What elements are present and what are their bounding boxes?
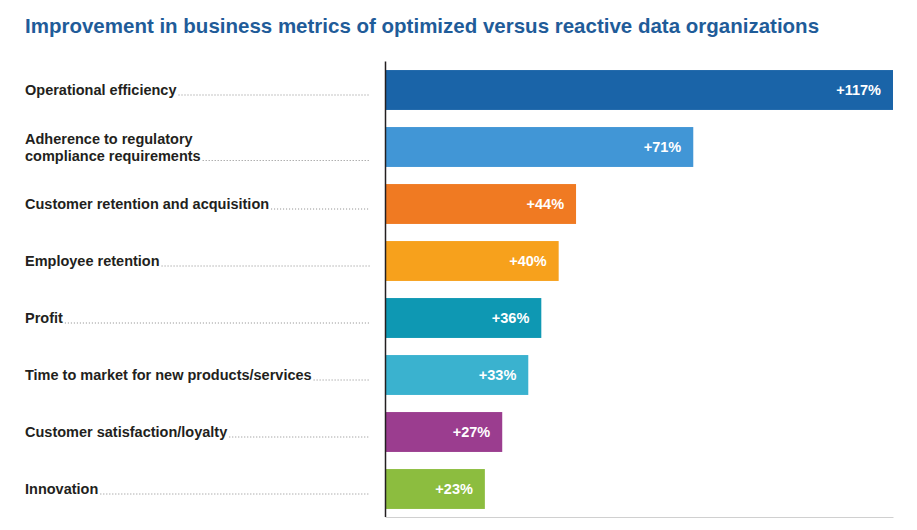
bar — [385, 469, 485, 509]
category-label-line: Time to market for new products/services — [25, 367, 312, 383]
leader-dots — [203, 160, 370, 161]
category-label: Operational efficiency — [25, 82, 177, 98]
category-label-line: Employee retention — [25, 253, 160, 269]
data-label: +44% — [527, 196, 565, 212]
leader-dots — [271, 209, 370, 210]
category-label: Employee retention — [25, 253, 160, 269]
bar — [385, 184, 576, 224]
bar — [385, 241, 559, 281]
bar — [385, 355, 528, 395]
title: Improvement in business metrics of optim… — [25, 14, 819, 37]
category-label-line: Adherence to regulatory — [25, 131, 193, 147]
data-label: +36% — [492, 310, 530, 326]
category-label-line: Customer satisfaction/loyalty — [25, 424, 227, 440]
category-label-line: Customer retention and acquisition — [25, 196, 269, 212]
category-label-line: Operational efficiency — [25, 82, 177, 98]
data-label: +33% — [479, 367, 517, 383]
leader-dots — [229, 437, 370, 438]
bar — [385, 412, 502, 452]
leader-dots — [100, 494, 370, 495]
chart: Improvement in business metrics of optim… — [0, 0, 917, 530]
bar — [385, 127, 693, 167]
category-label-line: Innovation — [25, 481, 98, 497]
baseline — [385, 62, 387, 518]
category-label: Adherence to regulatorycompliance requir… — [25, 131, 201, 164]
data-label: +27% — [453, 424, 491, 440]
leader-dots — [179, 95, 371, 96]
bar — [385, 70, 893, 110]
category-label-line: compliance requirements — [25, 148, 201, 164]
category-label: Time to market for new products/services — [25, 367, 312, 383]
data-label: +71% — [644, 139, 682, 155]
tick — [385, 62, 386, 518]
category-labels: Operational efficiency Adherence to regul… — [25, 82, 370, 497]
data-label: +23% — [435, 481, 473, 497]
leader-dots — [162, 266, 370, 267]
category-label: Customer satisfaction/loyalty — [25, 424, 227, 440]
axis-line — [386, 517, 894, 518]
bars — [385, 70, 893, 509]
category-label: Innovation — [25, 481, 98, 497]
data-labels: +117% +71% +44% +40% +36% +33% +27% +23% — [435, 82, 881, 497]
x-axis — [386, 62, 894, 518]
data-label: +117% — [836, 82, 881, 98]
leader-dots — [65, 323, 370, 324]
bar — [385, 298, 541, 338]
category-label: Customer retention and acquisition — [25, 196, 269, 212]
category-label: Profit — [25, 310, 63, 326]
category-label-line: Profit — [25, 310, 63, 326]
data-label: +40% — [509, 253, 547, 269]
leader-dots — [314, 380, 370, 381]
